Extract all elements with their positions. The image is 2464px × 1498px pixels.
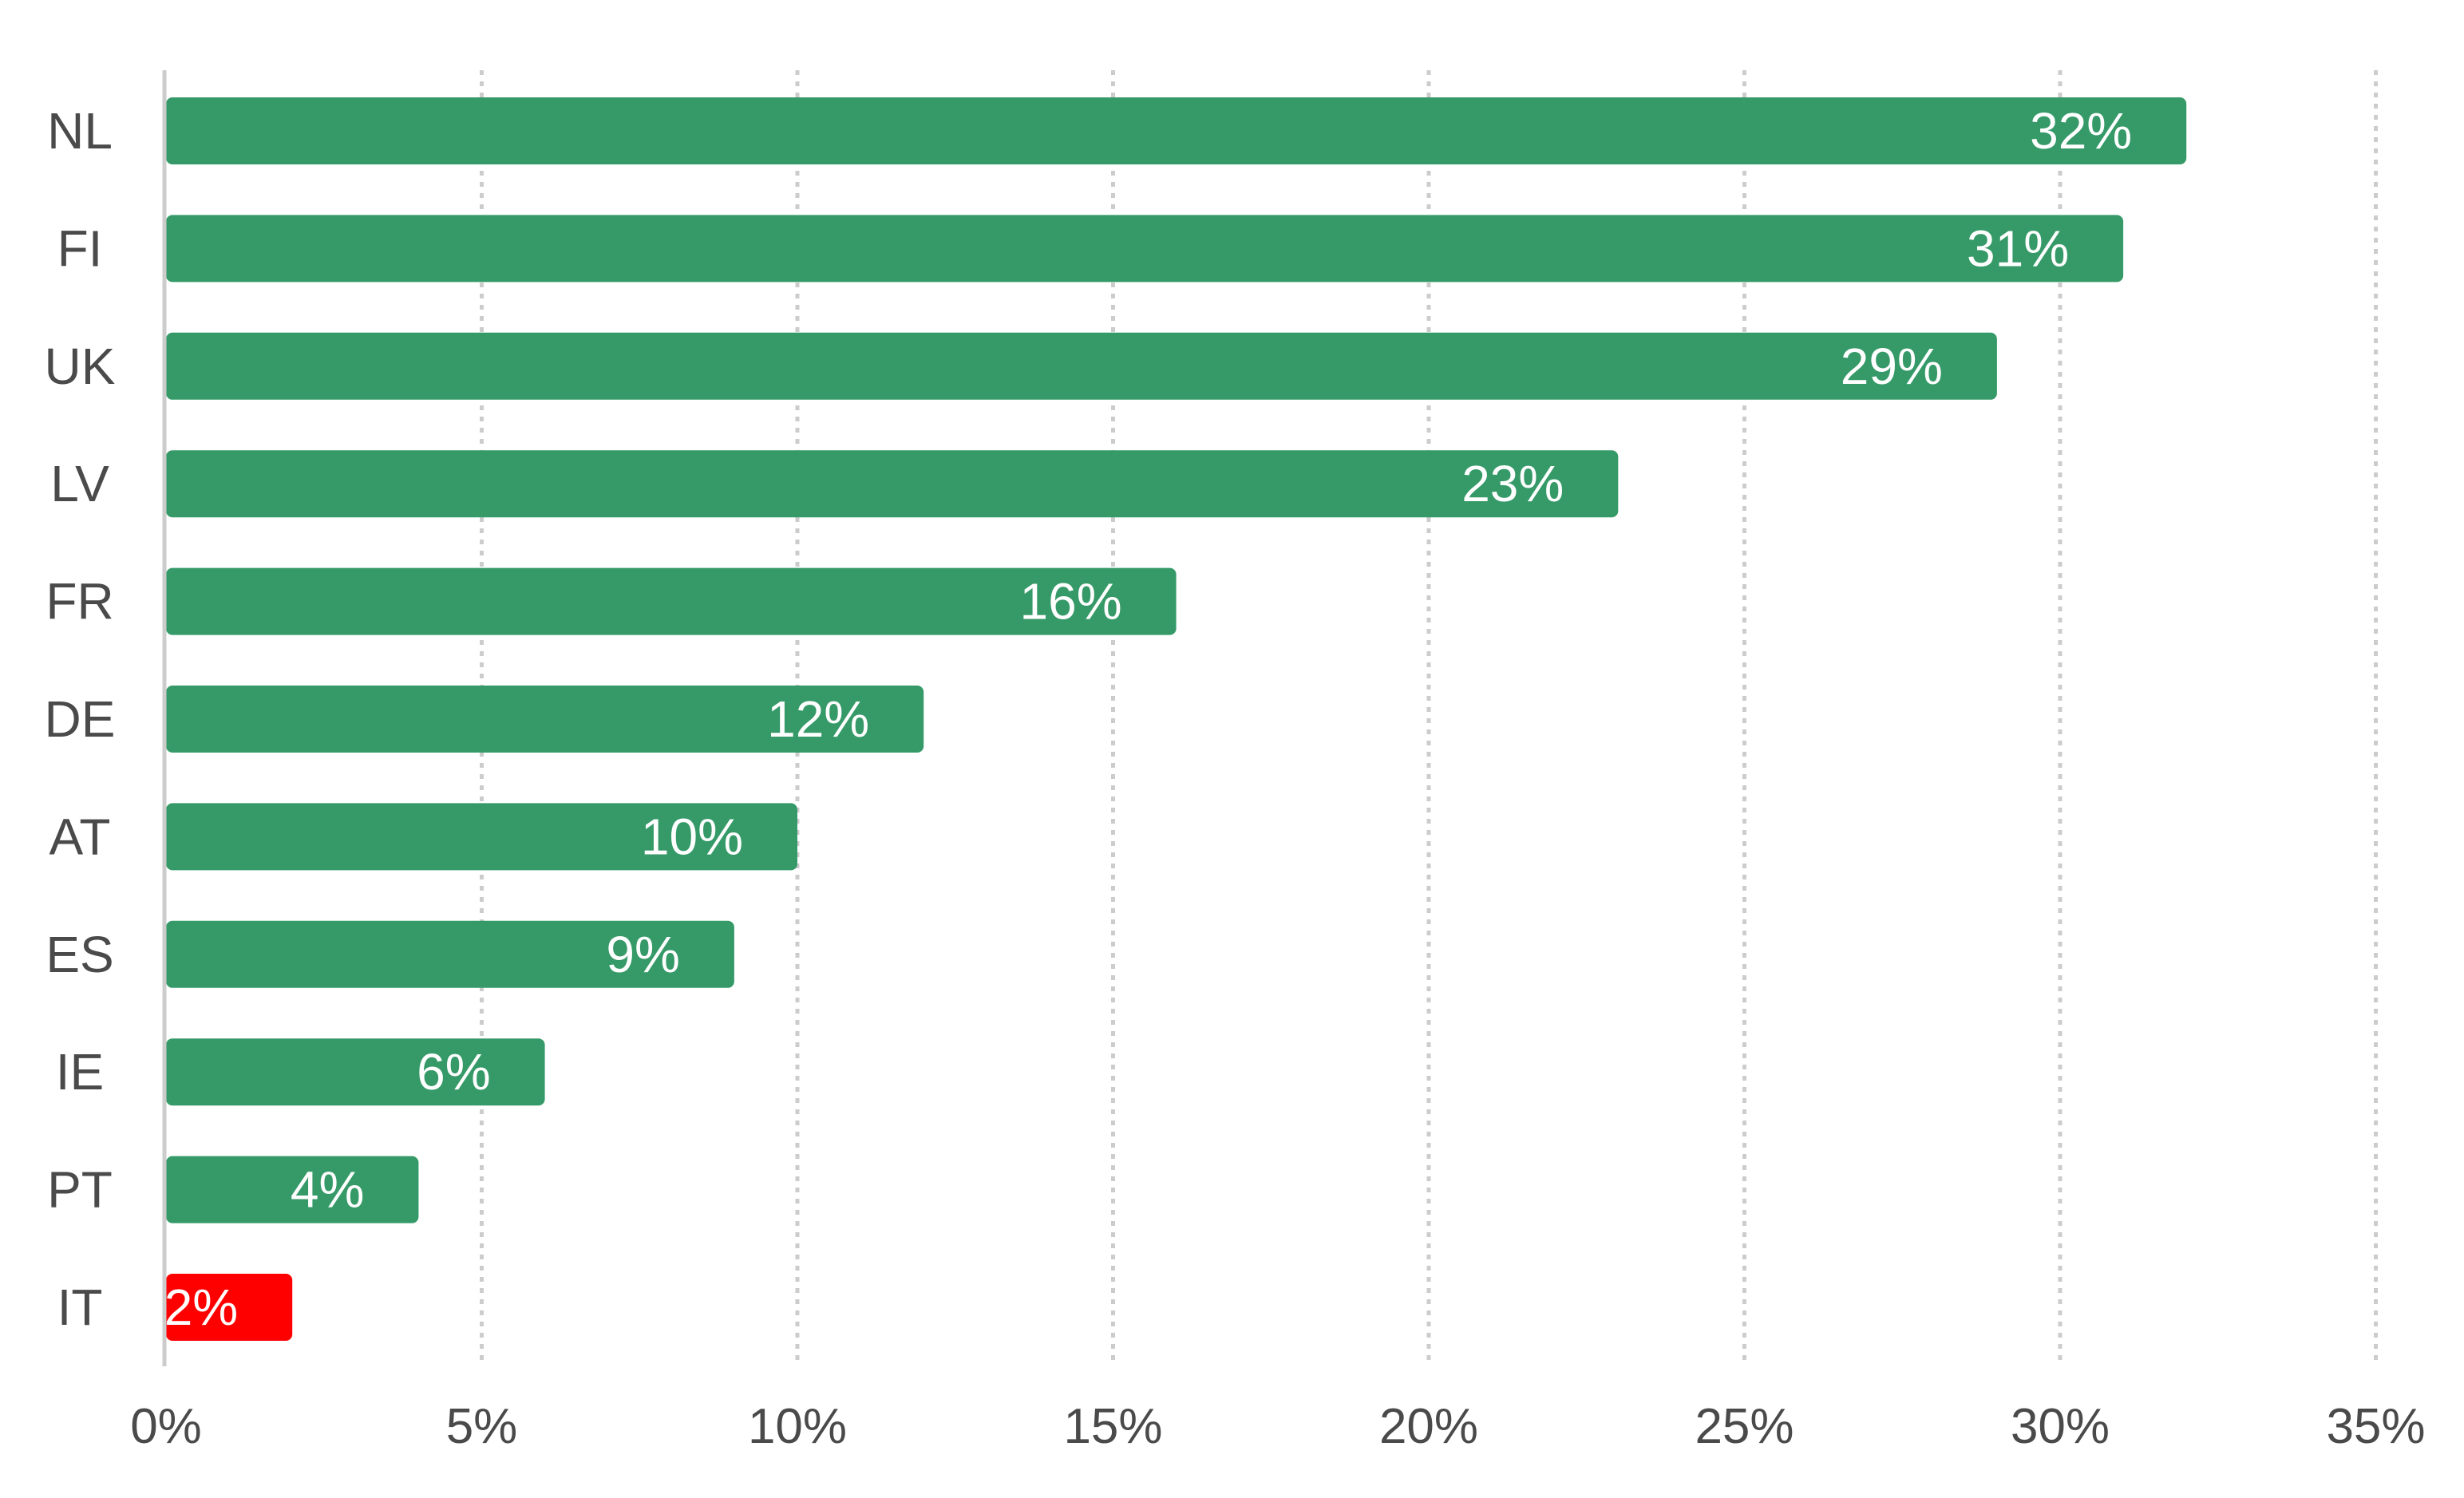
x-tick-label-35pct: 35% xyxy=(2326,1399,2425,1454)
bar-it xyxy=(166,1274,293,1341)
value-label-uk: 29% xyxy=(1841,338,1943,395)
category-label-fi: FI xyxy=(57,219,103,277)
category-label-uk: UK xyxy=(45,338,116,395)
category-label-it: IT xyxy=(57,1279,103,1336)
bar-pt xyxy=(166,1156,419,1223)
x-tick-label-5pct: 5% xyxy=(446,1399,518,1454)
value-label-nl: 32% xyxy=(2030,102,2132,160)
bar-de xyxy=(166,686,924,753)
category-label-es: ES xyxy=(45,926,113,983)
bar-fr xyxy=(166,567,1177,635)
category-labels: NL FI UK LV FR DE AT ES IE PT IT xyxy=(45,102,116,1336)
category-label-de: DE xyxy=(45,690,116,748)
x-tick-label-20pct: 20% xyxy=(1379,1399,1478,1454)
bar-at xyxy=(166,803,797,871)
category-label-at: AT xyxy=(49,808,110,865)
value-label-lv: 23% xyxy=(1461,455,1564,512)
bar-es xyxy=(166,920,734,988)
bar-lv xyxy=(166,450,1619,518)
value-labels: 32% 31% 29% 23% 16% 12% 10% 9% 6% 4% 2% xyxy=(164,102,2132,1336)
value-label-pt: 4% xyxy=(291,1161,365,1219)
category-label-fr: FR xyxy=(45,573,113,630)
value-label-ie: 6% xyxy=(417,1043,491,1101)
x-tick-label-30pct: 30% xyxy=(2011,1399,2110,1454)
value-label-it: 2% xyxy=(164,1279,239,1336)
bar-ie xyxy=(166,1038,545,1106)
category-label-pt: PT xyxy=(47,1161,113,1219)
x-tick-labels: 0% 5% 10% 15% 20% 25% 30% 35% xyxy=(130,1399,2425,1454)
category-label-nl: NL xyxy=(47,102,113,160)
x-tick-label-25pct: 25% xyxy=(1695,1399,1794,1454)
bars xyxy=(166,97,2187,1341)
value-label-at: 10% xyxy=(641,808,743,865)
value-label-fi: 31% xyxy=(1967,219,2069,277)
category-label-lv: LV xyxy=(50,455,109,512)
bar-nl xyxy=(166,97,2187,164)
x-tick-label-10pct: 10% xyxy=(748,1399,847,1454)
x-tick-label-15pct: 15% xyxy=(1063,1399,1162,1454)
x-tick-label-0pct: 0% xyxy=(130,1399,202,1454)
value-label-de: 12% xyxy=(767,690,869,748)
value-label-es: 9% xyxy=(606,926,680,983)
value-label-fr: 16% xyxy=(1020,573,1122,630)
category-label-ie: IE xyxy=(56,1043,104,1101)
bar-uk xyxy=(166,332,1997,400)
bar-fi xyxy=(166,215,2124,283)
